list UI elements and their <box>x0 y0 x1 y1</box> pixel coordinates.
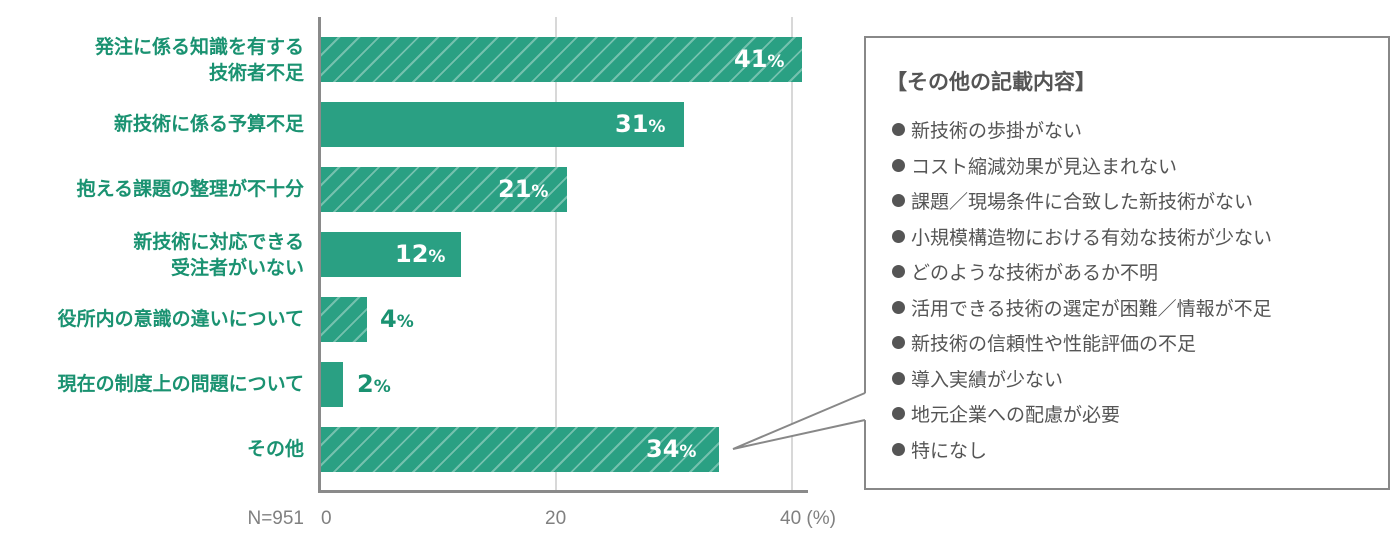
bullet-icon <box>892 336 905 349</box>
list-item: 活用できる技術の選定が困難／情報が不足 <box>892 292 1272 328</box>
bullet-icon <box>892 407 905 420</box>
list-item: コスト縮減効果が見込まれない <box>892 150 1272 186</box>
callout-list: 新技術の歩掛がない コスト縮減効果が見込まれない 課題／現場条件に合致した新技術… <box>892 114 1272 469</box>
category-label: 現在の制度上の問題について <box>57 373 304 395</box>
x-tick-40: 40 (%) <box>780 508 836 529</box>
value-label: 2% <box>357 370 391 398</box>
category-label: 新技術に係る予算不足 <box>113 113 304 135</box>
category-label: 抱える課題の整理が不十分 <box>76 178 304 200</box>
bar-technician-shortage <box>321 37 802 82</box>
y-axis <box>318 17 321 492</box>
bar-awareness-difference <box>321 297 367 342</box>
list-item: 新技術の信頼性や性能評価の不足 <box>892 327 1272 363</box>
bar-other <box>321 427 719 472</box>
list-item: 特になし <box>892 434 1272 470</box>
bullet-icon <box>892 265 905 278</box>
value-label: 12% <box>395 240 446 268</box>
category-label: 役所内の意識の違いについて <box>57 308 304 330</box>
sample-size-label: N=951 <box>247 508 304 529</box>
bar-system-problem <box>321 362 343 407</box>
value-label: 41% <box>734 45 785 73</box>
bullet-icon <box>892 194 905 207</box>
list-item: 地元企業への配慮が必要 <box>892 398 1272 434</box>
bullet-icon <box>892 229 905 243</box>
bullet-icon <box>892 300 905 314</box>
gridline-40 <box>791 17 793 490</box>
value-label: 4% <box>380 305 414 333</box>
value-label: 34% <box>646 435 697 463</box>
list-item: 小規模構造物における有効な技術が少ない <box>892 221 1272 257</box>
x-tick-20: 20 <box>545 508 567 529</box>
bullet-icon <box>892 158 905 172</box>
bar-no-contractor <box>321 232 461 277</box>
callout-title: 【その他の記載内容】 <box>886 70 1096 94</box>
bar-budget-shortage <box>321 102 684 147</box>
bullet-icon <box>892 371 905 385</box>
category-label: 新技術に対応できる 受注者がいない <box>133 231 304 279</box>
list-item: 導入実績が少ない <box>892 363 1272 399</box>
bullet-icon <box>892 123 905 136</box>
list-item: 課題／現場条件に合致した新技術がない <box>892 185 1272 221</box>
category-label: 発注に係る知識を有する 技術者不足 <box>94 36 304 84</box>
gridline-20 <box>555 17 557 490</box>
value-label: 21% <box>498 175 549 203</box>
category-label: その他 <box>246 438 304 460</box>
bar-issue-organization <box>321 167 567 212</box>
list-item: 新技術の歩掛がない <box>892 114 1272 150</box>
x-axis <box>318 490 808 493</box>
other-details-callout: 【その他の記載内容】 新技術の歩掛がない コスト縮減効果が見込まれない 課題／現… <box>864 36 1390 490</box>
list-item: どのような技術があるか不明 <box>892 256 1272 292</box>
value-label: 31% <box>615 110 666 138</box>
bullet-icon <box>892 442 905 456</box>
x-tick-0: 0 <box>321 508 332 529</box>
